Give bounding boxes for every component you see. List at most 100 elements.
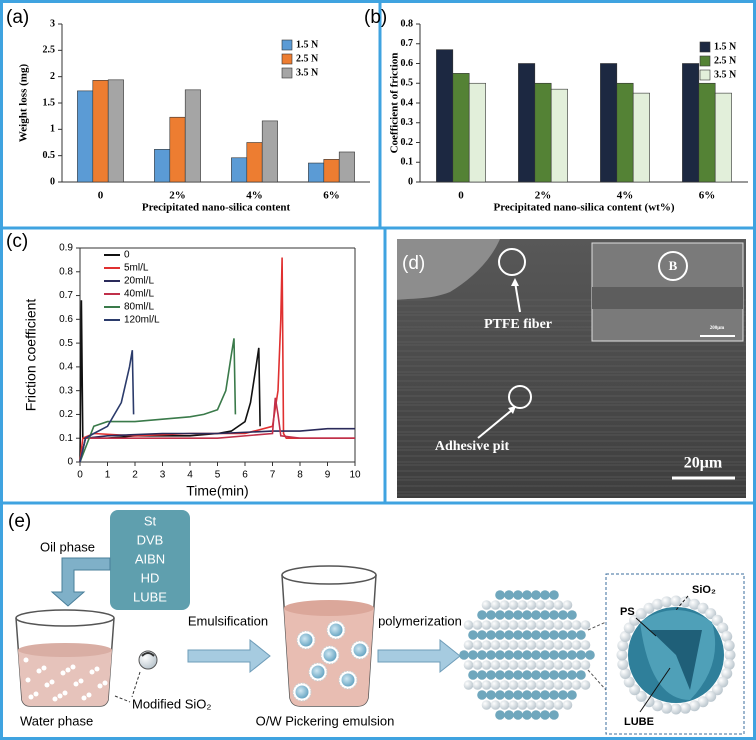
shell-ball bbox=[623, 622, 635, 634]
shell-ball bbox=[619, 667, 631, 679]
lube-core bbox=[650, 630, 702, 690]
shell-ball bbox=[670, 595, 682, 607]
cluster-ball bbox=[481, 660, 492, 670]
legend-swatch bbox=[281, 39, 293, 51]
cluster-ball bbox=[468, 670, 478, 680]
cluster-ball bbox=[571, 620, 582, 630]
y-tick-label: 0.8 bbox=[59, 266, 73, 277]
cluster-ball bbox=[540, 670, 550, 680]
shell-ball bbox=[721, 667, 733, 679]
cluster-ball bbox=[517, 620, 528, 630]
cluster-ball bbox=[562, 620, 573, 630]
bar bbox=[77, 90, 94, 183]
scale-label: 20μm bbox=[684, 455, 723, 472]
chart: (c) 0 0.1 0.2 0.3 0.4 0.5 0.6 0.7 0.8 0.9 Friction … bbox=[6, 231, 361, 499]
legend-swatch bbox=[699, 41, 711, 53]
cluster-ball bbox=[531, 650, 541, 660]
x-tick-label: 6% bbox=[323, 190, 340, 202]
chart: (a) 0 0.5 1 1.5 2 2.5 3 Weight loss (mg) Precipit… bbox=[6, 7, 370, 214]
bar bbox=[682, 63, 700, 183]
cluster-ball bbox=[486, 630, 496, 640]
inset-scale: 200μm bbox=[710, 326, 725, 331]
cluster-ball bbox=[481, 680, 492, 690]
y-tick-label: 0.8 bbox=[401, 18, 414, 29]
line bbox=[79, 338, 237, 463]
cluster-ball bbox=[499, 660, 510, 670]
droplet bbox=[353, 643, 367, 657]
water-surface bbox=[18, 643, 112, 657]
sem-highlight bbox=[397, 239, 500, 300]
cluster-ball bbox=[499, 600, 510, 610]
cluster-ball bbox=[504, 650, 514, 660]
droplet bbox=[329, 623, 343, 637]
bar bbox=[338, 151, 355, 183]
legend-label: 80ml/L bbox=[124, 302, 154, 313]
y-tick-label: 0.7 bbox=[59, 290, 73, 301]
bar bbox=[698, 82, 716, 183]
cluster-ball bbox=[549, 590, 559, 600]
step-arrow bbox=[377, 638, 461, 674]
component-list: St DVB AIBN HD LUBE bbox=[133, 513, 167, 604]
bar bbox=[231, 157, 248, 183]
shell-ball bbox=[617, 640, 629, 652]
y-tick-label: 0.9 bbox=[59, 243, 73, 254]
cluster-ball bbox=[499, 640, 510, 650]
cluster-ball bbox=[513, 630, 523, 640]
shell-ball bbox=[670, 703, 682, 715]
cluster-ball bbox=[562, 700, 573, 710]
cluster-ball bbox=[549, 670, 559, 680]
cluster-ball bbox=[526, 680, 537, 690]
legend-label: 3.5 N bbox=[296, 67, 319, 78]
shell-ball bbox=[661, 596, 673, 608]
cluster-ball bbox=[549, 690, 559, 700]
cluster-ball bbox=[513, 610, 523, 620]
zoom-box bbox=[605, 573, 745, 735]
cluster-ball bbox=[531, 630, 541, 640]
droplet bbox=[341, 673, 355, 687]
bar bbox=[468, 82, 486, 183]
panel-label: (e) bbox=[8, 511, 31, 532]
particle bbox=[73, 681, 79, 687]
zoom-line bbox=[587, 669, 607, 691]
cluster-ball bbox=[567, 690, 577, 700]
cluster-ball bbox=[553, 660, 564, 670]
cluster-ball bbox=[535, 680, 546, 690]
emulsion-surface bbox=[284, 600, 374, 616]
cluster-ball bbox=[540, 610, 550, 620]
cluster-ball bbox=[508, 680, 519, 690]
cluster-ball bbox=[544, 640, 555, 650]
cluster-ball bbox=[472, 620, 483, 630]
cluster-ball bbox=[459, 650, 469, 660]
particle bbox=[65, 667, 71, 673]
cluster-ball bbox=[495, 690, 505, 700]
shell-ball bbox=[705, 690, 717, 702]
cluster-ball bbox=[517, 660, 528, 670]
shell-particles bbox=[616, 595, 736, 715]
cluster-ball bbox=[463, 640, 474, 650]
pit-label: Adhesive pit bbox=[435, 439, 510, 454]
cluster-ball bbox=[544, 700, 555, 710]
bar bbox=[107, 79, 124, 183]
cluster-ball bbox=[508, 700, 519, 710]
inset-circle bbox=[658, 251, 688, 281]
bar bbox=[600, 63, 618, 183]
particle bbox=[70, 664, 76, 670]
legend-label: 2.5 N bbox=[714, 55, 737, 66]
y-axis-label: Coefficient of friction bbox=[389, 53, 401, 154]
beaker-rim bbox=[281, 565, 377, 585]
cluster-ball bbox=[549, 610, 559, 620]
x-axis-label: Precipitated nano-silica content bbox=[142, 202, 291, 214]
cluster-ball bbox=[486, 690, 496, 700]
cluster-ball bbox=[477, 610, 487, 620]
particle bbox=[102, 680, 108, 686]
cluster-ball bbox=[490, 660, 501, 670]
shell-ball bbox=[617, 658, 629, 670]
y-tick-label: 1.5 bbox=[43, 97, 56, 108]
fiber-circle bbox=[498, 248, 526, 276]
cluster-ball bbox=[567, 670, 577, 680]
cluster-ball bbox=[531, 590, 541, 600]
y-tick-label: 0.5 bbox=[401, 78, 414, 89]
component: LUBE bbox=[133, 589, 167, 604]
legend-label: 3.5 N bbox=[714, 69, 737, 80]
cluster-ball bbox=[553, 640, 564, 650]
